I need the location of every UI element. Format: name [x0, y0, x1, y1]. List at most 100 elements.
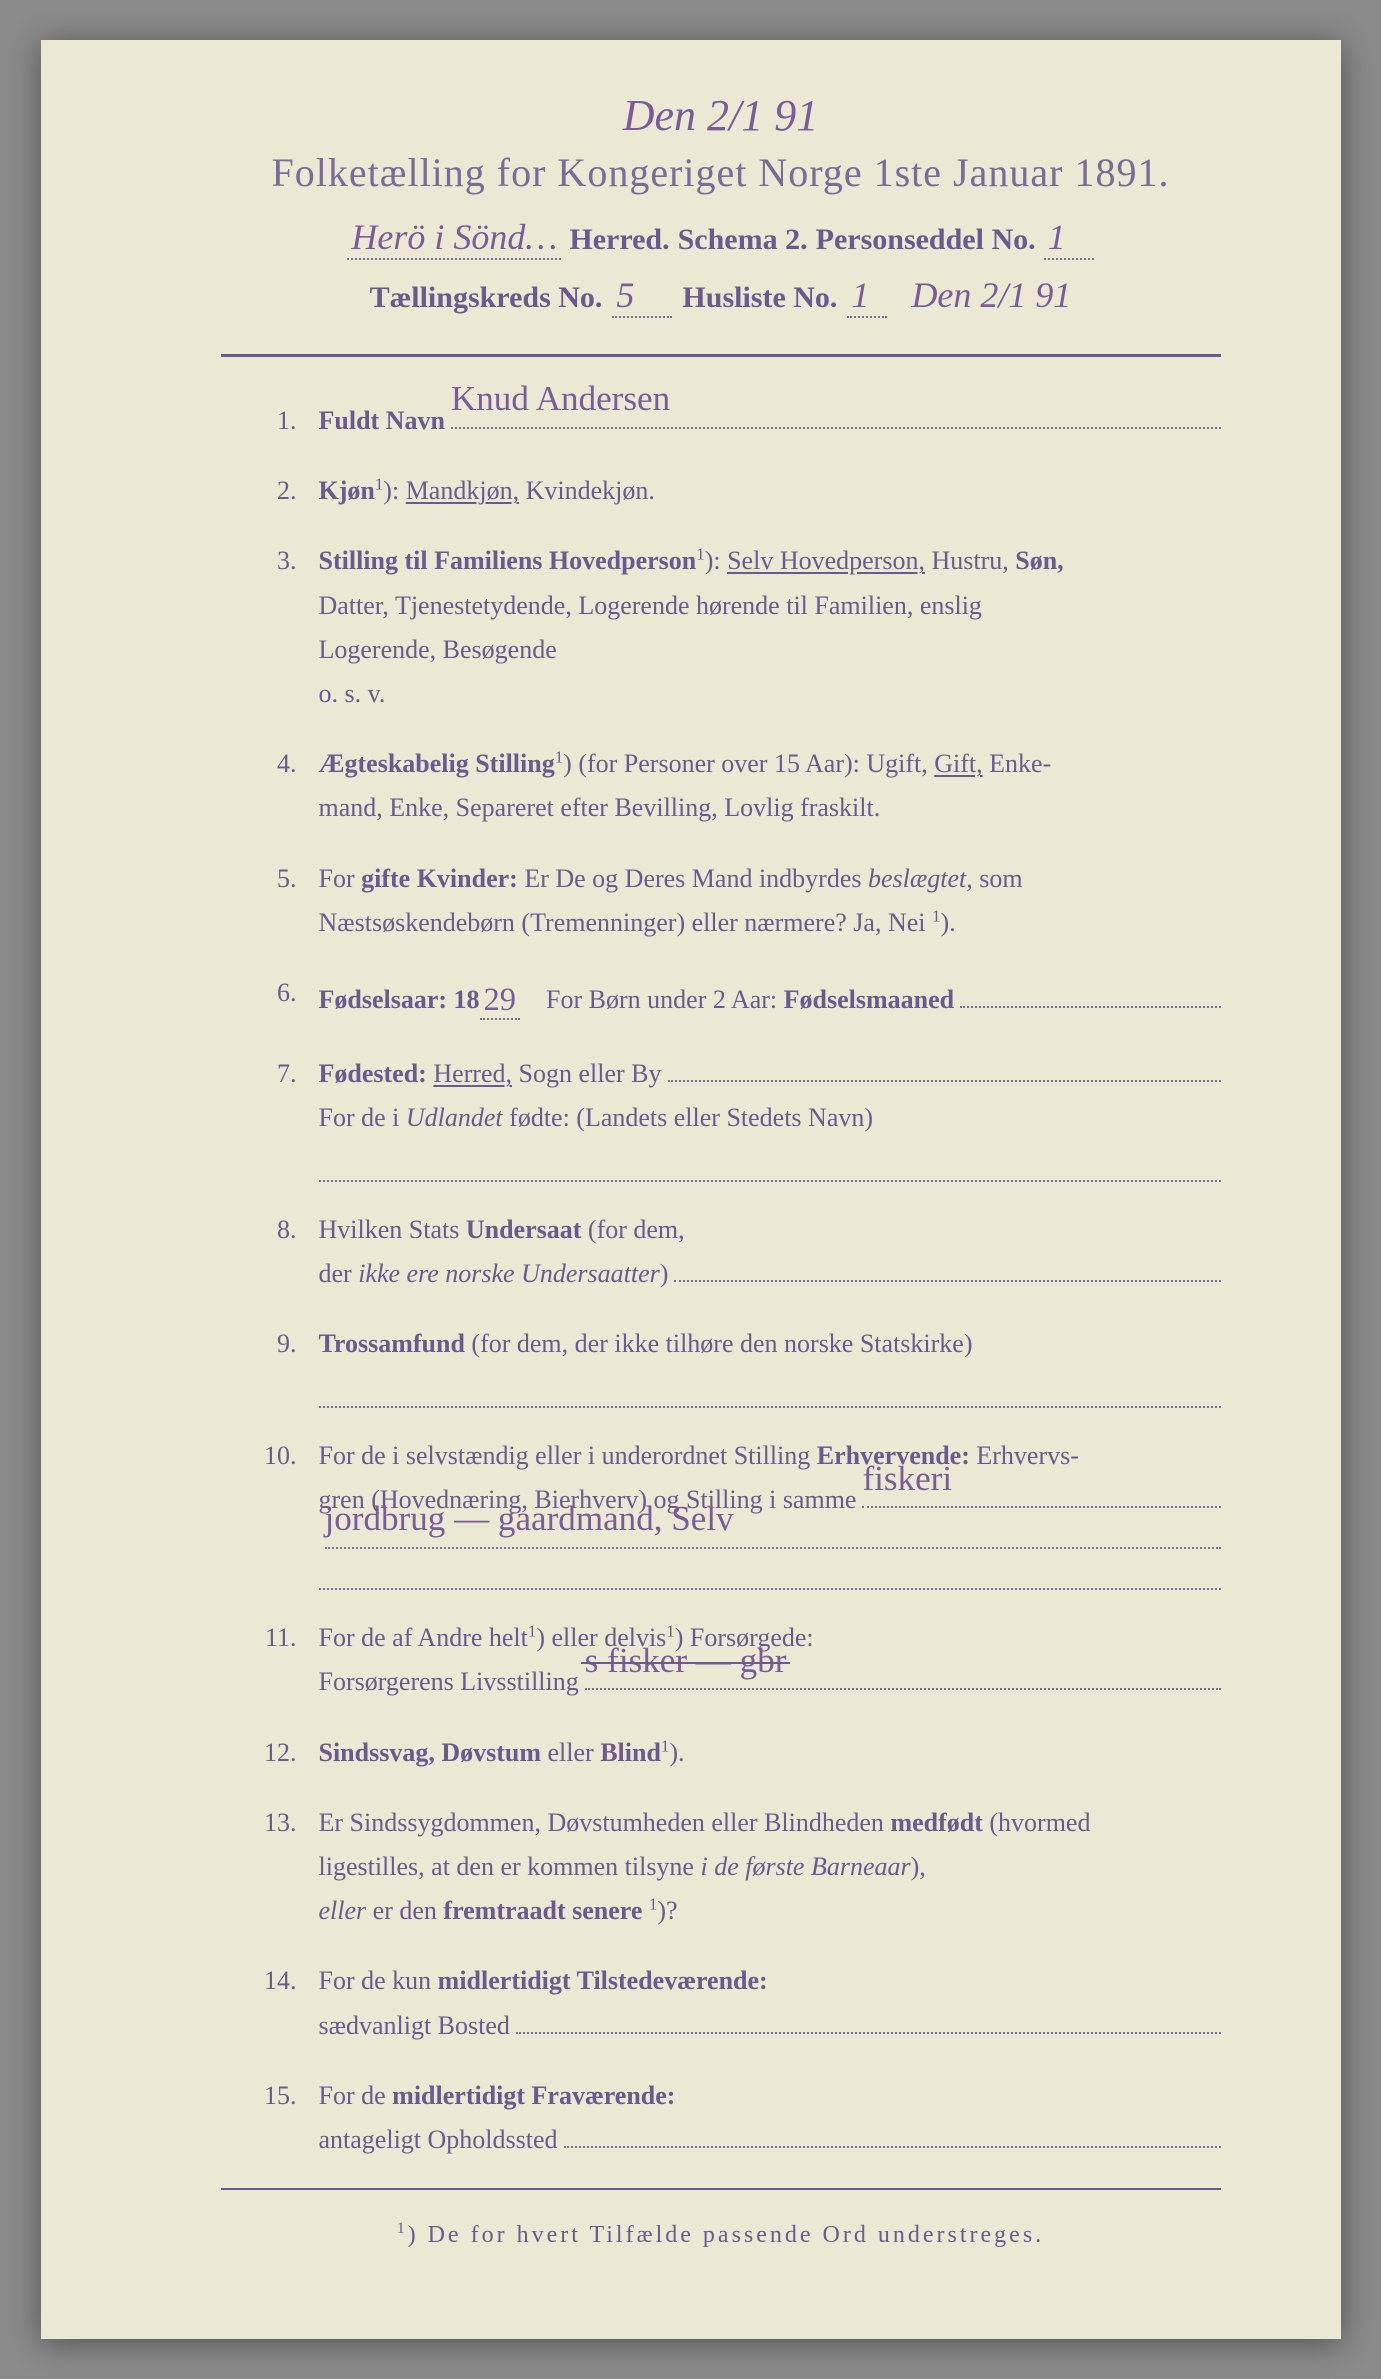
item-number: 14. — [251, 1959, 297, 2047]
q5-ital: beslægtet, — [868, 864, 973, 893]
item-number: 11. — [251, 1616, 297, 1704]
q7-rest: Sogn eller By — [512, 1059, 662, 1088]
parish-handwritten: Herö i Sönd… — [347, 216, 561, 260]
q9-bold: Trossamfund — [319, 1329, 465, 1358]
label-kjon: Kjøn — [319, 476, 375, 505]
item-number: 9. — [251, 1322, 297, 1408]
item-number: 6. — [251, 971, 297, 1026]
q5-lead: For — [319, 864, 362, 893]
q13-2b: i de første Barneaar — [700, 1852, 910, 1881]
q5-rest1: Er De og Deres Mand indbyrdes — [518, 864, 868, 893]
item-number: 3. — [251, 539, 297, 716]
item-number: 12. — [251, 1731, 297, 1775]
label-fodselsaar: Fødselsaar: 18 — [319, 985, 480, 1014]
footnote-text: ) De for hvert Tilfælde passende Ord und… — [408, 2222, 1045, 2248]
item-10: 10. For de i selvstændig eller i underor… — [251, 1434, 1221, 1590]
item-12: 12. Sindssvag, Døvstum eller Blind1). — [251, 1731, 1221, 1775]
divider-bottom — [221, 2188, 1221, 2190]
opt-gift: Gift, — [934, 749, 982, 778]
personseddel-no-value: 1 — [1044, 216, 1094, 260]
opt-son: Søn, — [1015, 546, 1063, 575]
item-number: 7. — [251, 1052, 297, 1182]
q4-cont: mand, Enke, Separeret efter Bevilling, L… — [319, 786, 1221, 830]
item-number: 8. — [251, 1208, 297, 1296]
q5-tail: ). — [940, 908, 955, 937]
birthmonth-line — [960, 982, 1220, 1008]
item-9: 9. Trossamfund (for dem, der ikke tilhør… — [251, 1322, 1221, 1408]
item-13: 13. Er Sindssygdommen, Døvstumheden elle… — [251, 1801, 1221, 1934]
footnote-sup: 1 — [397, 2220, 408, 2237]
bosted-line — [516, 2008, 1221, 2034]
footnote-ref: 1 — [555, 747, 563, 766]
abroad-line — [319, 1141, 1221, 1183]
q11-2: Forsørgerens Livsstilling — [319, 1660, 579, 1704]
header-date-script: Den 2/1 91 — [221, 90, 1221, 141]
label-husliste: Husliste No. — [682, 281, 837, 315]
q8-2a: der — [319, 1259, 359, 1288]
footnote: 1) De for hvert Tilfælde passende Ord un… — [221, 2220, 1221, 2249]
q8-1b: Undersaat — [466, 1215, 582, 1244]
fodested-herred: Herred, — [433, 1059, 512, 1088]
q11-1a: For de af Andre helt — [319, 1623, 528, 1652]
q8-1a: Hvilken Stats — [319, 1215, 466, 1244]
item-15: 15. For de midlertidigt Fraværende: anta… — [251, 2074, 1221, 2162]
item-number: 4. — [251, 742, 297, 830]
q10-1a: For de i selvstændig eller i underordnet… — [319, 1441, 817, 1470]
label-stilling: Stilling til Familiens Hovedperson — [319, 546, 697, 575]
q5-bold: gifte Kvinder: — [361, 864, 518, 893]
item-number: 13. — [251, 1801, 297, 1934]
q9-rest: (for dem, der ikke tilhøre den norske St… — [465, 1329, 973, 1358]
sep: ): — [383, 476, 405, 505]
item-6: 6. Fødselsaar: 1829 For Børn under 2 Aar… — [251, 971, 1221, 1026]
opholdssted-line — [564, 2122, 1221, 2148]
header-trail-date: Den 2/1 91 — [911, 274, 1071, 316]
q12-rest: eller — [541, 1738, 600, 1767]
label-herred: Herred. — [569, 223, 669, 257]
item-3: 3. Stilling til Familiens Hovedperson1):… — [251, 539, 1221, 716]
item-number: 1. — [251, 399, 297, 443]
item-1: 1. Fuldt Navn Knud Andersen — [251, 399, 1221, 443]
q3-cont1: Datter, Tjenestetydende, Logerende høren… — [319, 584, 1221, 628]
q4-mid: ) (for Personer over 15 Aar): Ugift, — [563, 749, 934, 778]
item-2: 2. Kjøn1): Mandkjøn, Kvindekjøn. — [251, 469, 1221, 513]
label-personseddel: Personseddel No. — [816, 223, 1036, 257]
taellingskreds-value: 5 — [612, 274, 672, 318]
item-14: 14. For de kun midlertidigt Tilstedevære… — [251, 1959, 1221, 2047]
label-aegteskab: Ægteskabelig Stilling — [319, 749, 555, 778]
q13-3c: fremtraadt senere — [443, 1896, 642, 1925]
header-line-3: Tællingskreds No. 5 Husliste No. 1 Den 2… — [221, 274, 1221, 318]
header-line-2: Herö i Sönd… Herred. Schema 2. Personsed… — [221, 216, 1221, 260]
sep: ): — [705, 546, 727, 575]
q12-b1: Sindssvag, Døvstum — [319, 1738, 542, 1767]
birthyear-value: 29 — [480, 982, 521, 1020]
q13-1b: medfødt — [890, 1808, 982, 1837]
occupation-hw1: fiskeri — [862, 1449, 952, 1509]
birthplace-line — [668, 1056, 1221, 1082]
trossamfund-line — [319, 1367, 1221, 1409]
item-8: 8. Hvilken Stats Undersaat (for dem, der… — [251, 1208, 1221, 1296]
item-11: 11. For de af Andre helt1) eller delvis1… — [251, 1616, 1221, 1704]
provider-hw-struck: s fisker — gbr — [585, 1631, 787, 1691]
full-name-value: Knud Andersen — [451, 369, 670, 429]
q14-1b: midlertidigt Tilstedeværende: — [438, 1966, 768, 1995]
q3-cont2: Logerende, Besøgende — [319, 628, 1221, 672]
item-number: 10. — [251, 1434, 297, 1590]
footnote-ref: 1 — [696, 545, 704, 564]
q10-1c: Erhvervs- — [970, 1441, 1079, 1470]
q15-2: antageligt Opholdssted — [319, 2118, 558, 2162]
q4-rest: Enke- — [983, 749, 1052, 778]
item-number: 2. — [251, 469, 297, 513]
husliste-value: 1 — [847, 274, 887, 318]
q7-clead: For de i — [319, 1103, 406, 1132]
opt-selv-hovedperson: Selv Hovedperson, — [727, 546, 925, 575]
q7-cital: Udlandet — [406, 1103, 503, 1132]
item-4: 4. Ægteskabelig Stilling1) (for Personer… — [251, 742, 1221, 830]
q14-1a: For de kun — [319, 1966, 438, 1995]
q13-2a: ligestilles, at den er kommen tilsyne — [319, 1852, 701, 1881]
form-title: Folketælling for Kongeriget Norge 1ste J… — [221, 149, 1221, 196]
label-fodested: Fødested: — [319, 1059, 427, 1088]
q3-cont3: o. s. v. — [319, 672, 1221, 716]
label-fuldt-navn: Fuldt Navn — [319, 399, 445, 443]
label-schema: Schema 2. — [678, 223, 808, 257]
q15-1b: midlertidigt Fraværende: — [392, 2081, 675, 2110]
